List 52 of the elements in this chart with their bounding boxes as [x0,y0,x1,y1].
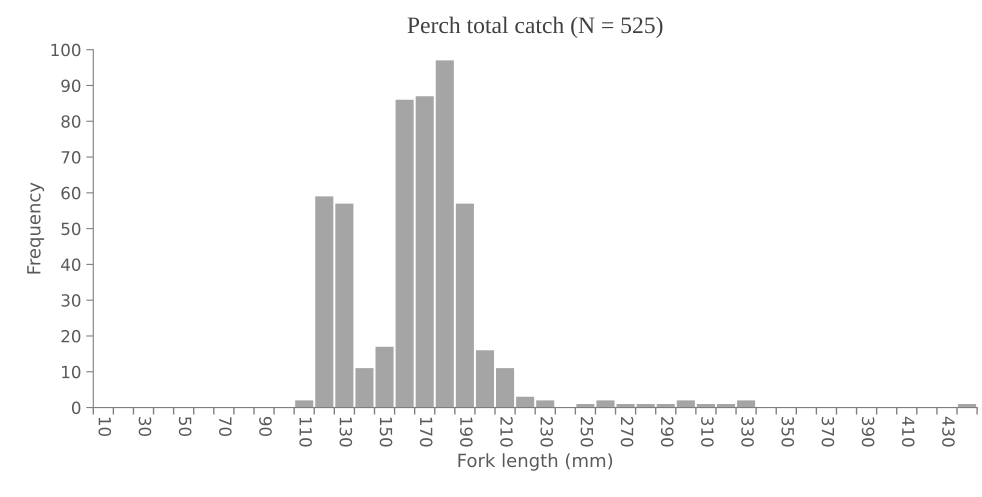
y-axis-title: Frequency [27,182,44,274]
bar [315,196,334,408]
x-tick-label: 350 [781,417,794,447]
y-tick-label: 90 [61,79,80,92]
x-tick-label: 50 [178,417,192,436]
bar [396,100,414,408]
x-tick-label: 410 [902,416,915,447]
chart-title: Perch total catch (N = 525) [408,16,662,38]
x-tick-label: 10 [98,418,112,436]
bar [496,368,514,408]
y-tick-label: 10 [62,366,80,378]
x-tick-label: 250 [580,417,594,447]
x-tick-label: 90 [259,416,272,436]
bar [416,96,434,408]
bar [516,396,534,408]
bar [376,346,394,408]
y-tick-label: 30 [62,294,80,307]
bar [596,400,615,408]
bar [737,400,756,408]
y-tick-label: 20 [61,330,80,343]
x-tick-label: 390 [862,417,874,447]
bar [436,60,454,408]
bar [335,204,354,408]
x-tick-label: 30 [138,417,152,436]
x-tick-label: 330 [741,417,754,447]
bar [456,204,474,408]
y-tick-label: 80 [61,115,80,128]
bar [355,368,374,408]
x-tick-label: 210 [500,417,513,447]
x-tick-label: 130 [340,418,352,447]
x-tick-label: 310 [701,417,714,447]
bar [476,350,494,408]
x-tick-label: 190 [460,418,473,447]
x-tick-label: 230 [540,417,554,447]
x-tick-label: 270 [620,417,634,447]
y-tick-label: 70 [62,151,80,164]
x-tick-label: 170 [420,418,432,447]
bar [536,400,554,408]
x-tick-label: 70 [219,417,232,436]
y-tick-label: 100 [52,44,80,56]
bar [676,400,695,408]
x-tick-label: 150 [380,418,392,447]
y-tick-label: 60 [61,186,80,200]
x-tick-label: 370 [822,417,834,447]
y-tick-label: 40 [61,258,80,271]
x-tick-label: 430 [942,416,955,447]
y-tick-label: 0 [72,402,80,414]
bar [295,400,314,408]
y-tick-label: 50 [62,222,80,236]
x-tick-label: 290 [660,417,674,447]
x-axis-title: Fork length (mm) [458,453,612,471]
x-tick-label: 110 [299,418,312,447]
